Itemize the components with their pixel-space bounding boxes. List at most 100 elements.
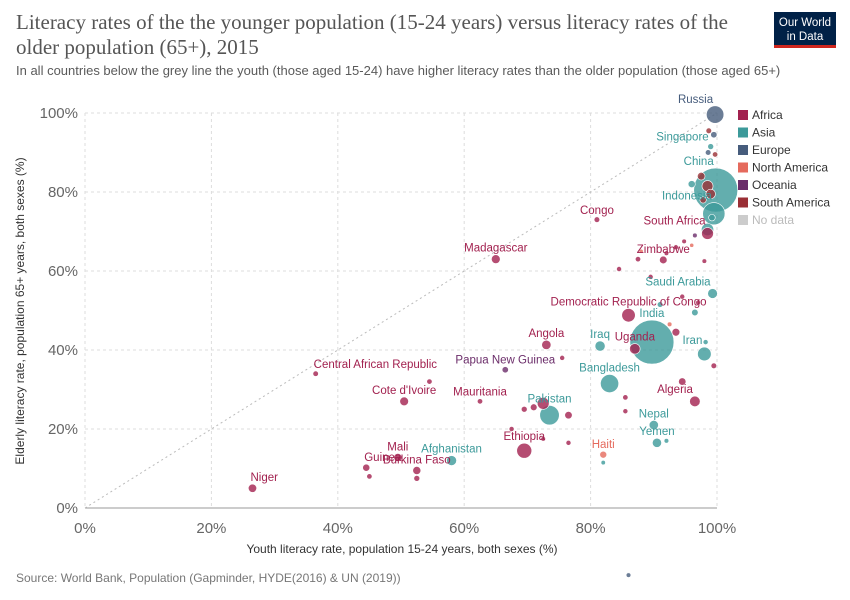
point-ethiopia[interactable]	[516, 442, 533, 459]
legend-swatch[interactable]	[738, 162, 748, 173]
label-south-africa: South Africa	[644, 216, 707, 228]
point-democratic-republic-of-congo[interactable]	[621, 308, 636, 323]
data-point[interactable]	[687, 180, 696, 188]
point-iran[interactable]	[697, 346, 712, 362]
data-point[interactable]	[540, 436, 546, 442]
x-tick-label: 0%	[74, 520, 96, 537]
legend-swatch[interactable]	[738, 180, 748, 190]
data-point[interactable]	[712, 151, 719, 158]
point-saudi-arabia[interactable]	[707, 288, 718, 299]
data-point[interactable]	[530, 403, 538, 411]
data-point[interactable]	[705, 149, 712, 156]
point-russia[interactable]	[706, 105, 725, 124]
data-point[interactable]	[564, 411, 573, 420]
point-cote-d-ivoire[interactable]	[399, 396, 409, 407]
data-point[interactable]	[673, 244, 679, 251]
point-uganda[interactable]	[629, 343, 641, 355]
point-central-african-republic[interactable]	[312, 370, 319, 377]
data-point[interactable]	[681, 238, 687, 245]
point-mauritania[interactable]	[476, 398, 483, 405]
data-point[interactable]	[691, 308, 699, 317]
legend-label[interactable]: North America	[752, 161, 828, 175]
legend-swatch[interactable]	[738, 127, 748, 138]
data-point[interactable]	[678, 377, 687, 386]
legend-swatch[interactable]	[738, 145, 748, 155]
data-point[interactable]	[616, 266, 622, 272]
data-point[interactable]	[565, 439, 572, 446]
owid-logo[interactable]: Our World in Data	[774, 12, 836, 48]
point-guinea[interactable]	[362, 463, 371, 472]
data-point[interactable]	[520, 405, 528, 413]
logo-line-2: in Data	[786, 31, 824, 43]
data-point[interactable]	[710, 362, 717, 369]
legend-label[interactable]: No data	[752, 213, 794, 227]
point-algeria[interactable]	[689, 395, 701, 407]
data-point[interactable]	[559, 355, 565, 361]
point-yemen[interactable]	[652, 437, 662, 448]
data-point[interactable]	[600, 460, 606, 466]
data-point[interactable]	[702, 339, 709, 345]
data-point[interactable]	[701, 258, 708, 264]
point-niger[interactable]	[247, 483, 257, 493]
legend-label[interactable]: Europe	[752, 143, 791, 157]
point-mali[interactable]	[393, 453, 403, 462]
data-point[interactable]	[634, 256, 641, 263]
chart-title: Literacy rates of the the younger popula…	[16, 10, 728, 59]
point-congo[interactable]	[593, 216, 601, 223]
data-point[interactable]	[638, 248, 644, 254]
data-point[interactable]	[666, 321, 673, 327]
data-point[interactable]	[663, 438, 670, 444]
data-point[interactable]	[426, 378, 433, 385]
legend-swatch[interactable]	[738, 110, 748, 120]
point-afghanistan[interactable]	[446, 455, 457, 466]
point-burkina-faso[interactable]	[412, 466, 422, 475]
point-haiti[interactable]	[599, 450, 608, 459]
label-central-african-republic: Central African Republic	[314, 359, 438, 371]
y-tick-label: 20%	[48, 421, 78, 438]
data-point[interactable]	[508, 426, 515, 432]
data-point[interactable]	[689, 242, 695, 248]
source-note: Source: World Bank, Population (Gapminde…	[16, 571, 401, 585]
legend-label[interactable]: Oceania	[752, 178, 797, 192]
point-madagascar[interactable]	[491, 254, 501, 264]
label-iraq: Iraq	[590, 329, 610, 341]
data-point[interactable]	[656, 301, 664, 308]
label-saudi-arabia: Saudi Arabia	[645, 277, 711, 289]
y-tick-label: 100%	[40, 105, 78, 122]
data-point[interactable]	[622, 408, 629, 415]
point-angola[interactable]	[541, 339, 552, 350]
data-point[interactable]	[692, 232, 698, 239]
point-south-africa[interactable]	[701, 227, 714, 240]
data-point[interactable]	[679, 293, 686, 300]
data-point[interactable]	[697, 172, 706, 181]
data-point[interactable]	[625, 572, 632, 578]
data-point[interactable]	[663, 250, 670, 256]
legend-label[interactable]: Asia	[752, 126, 776, 140]
point-nepal[interactable]	[648, 420, 659, 431]
data-point[interactable]	[705, 127, 712, 134]
point-bangladesh[interactable]	[600, 374, 619, 393]
legend-label[interactable]: Africa	[752, 108, 783, 122]
point-pakistan[interactable]	[539, 405, 560, 426]
data-point[interactable]	[622, 394, 629, 401]
data-point[interactable]	[366, 473, 373, 480]
data-point[interactable]	[671, 328, 681, 337]
legend-swatch[interactable]	[738, 215, 748, 225]
point-iraq[interactable]	[594, 340, 606, 352]
point-india[interactable]	[629, 319, 675, 365]
y-axis-label: Elderly literacy rate, population 65+ ye…	[13, 157, 27, 464]
point-singapore[interactable]	[707, 143, 714, 150]
point-zimbabwe[interactable]	[659, 255, 668, 265]
legend-swatch[interactable]	[738, 197, 748, 208]
data-point[interactable]	[647, 274, 654, 280]
data-point[interactable]	[708, 214, 716, 222]
point-indonesia[interactable]	[702, 202, 726, 226]
data-point[interactable]	[705, 188, 716, 200]
data-point[interactable]	[536, 397, 550, 410]
data-point[interactable]	[695, 299, 701, 306]
data-point[interactable]	[710, 131, 718, 139]
legend-label[interactable]: South America	[752, 196, 830, 210]
data-point[interactable]	[699, 196, 707, 204]
point-papua-new-guinea[interactable]	[501, 366, 509, 374]
data-point[interactable]	[413, 475, 421, 482]
